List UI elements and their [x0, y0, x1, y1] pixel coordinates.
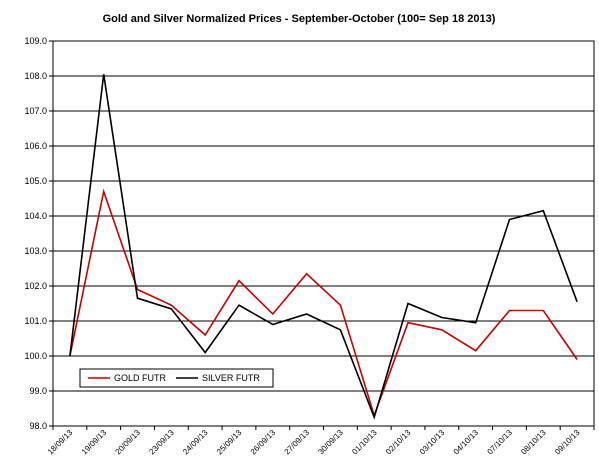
grid-lines: [53, 75, 594, 392]
y-tick-label: 98.0: [29, 421, 47, 431]
x-tick-label: 07/10/13: [485, 428, 514, 457]
legend: GOLD FUTR SILVER FUTR: [79, 368, 274, 388]
x-tick-label: 03/10/13: [418, 428, 447, 457]
x-tick-label: 20/09/13: [114, 428, 143, 457]
legend-label: SILVER FUTR: [202, 373, 260, 383]
x-tick-label: 04/10/13: [452, 428, 481, 457]
y-tick-label: 108.0: [24, 71, 47, 81]
plot-area: [52, 40, 595, 427]
x-tick-label: 02/10/13: [384, 428, 413, 457]
y-tick-label: 101.0: [24, 316, 47, 326]
x-tick-label: 08/10/13: [519, 428, 548, 457]
x-tick-label: 24/09/13: [181, 428, 210, 457]
series-line-gold-futr: [69, 188, 578, 419]
x-tick-label: 09/10/13: [553, 428, 582, 457]
y-tick-label: 99.0: [29, 386, 47, 396]
series-line-silver-futr: [69, 74, 578, 420]
plot-frame: [52, 40, 595, 427]
chart-title: Gold and Silver Normalized Prices - Sept…: [103, 13, 496, 25]
y-tick-label: 102.0: [24, 281, 47, 291]
x-tick-label: 01/10/13: [350, 428, 379, 457]
x-axis: 18/09/13 19/09/13 20/09/13 23/09/13 24/09/13…: [46, 426, 595, 457]
legend-label: GOLD FUTR: [114, 373, 167, 383]
y-axis: 98.0 99.0 100.0 101.0 102.0 103.0 104.0 105.0 10…: [24, 36, 53, 431]
y-tick-label: 104.0: [24, 211, 47, 221]
y-tick-label: 105.0: [24, 176, 47, 186]
y-tick-label: 109.0: [24, 36, 47, 46]
y-tick-label: 100.0: [24, 351, 47, 361]
y-tick-label: 107.0: [24, 106, 47, 116]
x-tick-label: 27/09/13: [283, 428, 312, 457]
y-tick-label: 106.0: [24, 141, 47, 151]
x-tick-label: 23/09/13: [147, 428, 176, 457]
x-tick-label: 19/09/13: [80, 428, 109, 457]
x-tick-label: 18/09/13: [46, 428, 75, 457]
y-tick-label: 103.0: [24, 246, 47, 256]
series-lines: [69, 74, 578, 420]
x-tick-label: 26/09/13: [249, 428, 278, 457]
x-tick-label: 30/09/13: [316, 428, 345, 457]
x-tick-label: 25/09/13: [215, 428, 244, 457]
